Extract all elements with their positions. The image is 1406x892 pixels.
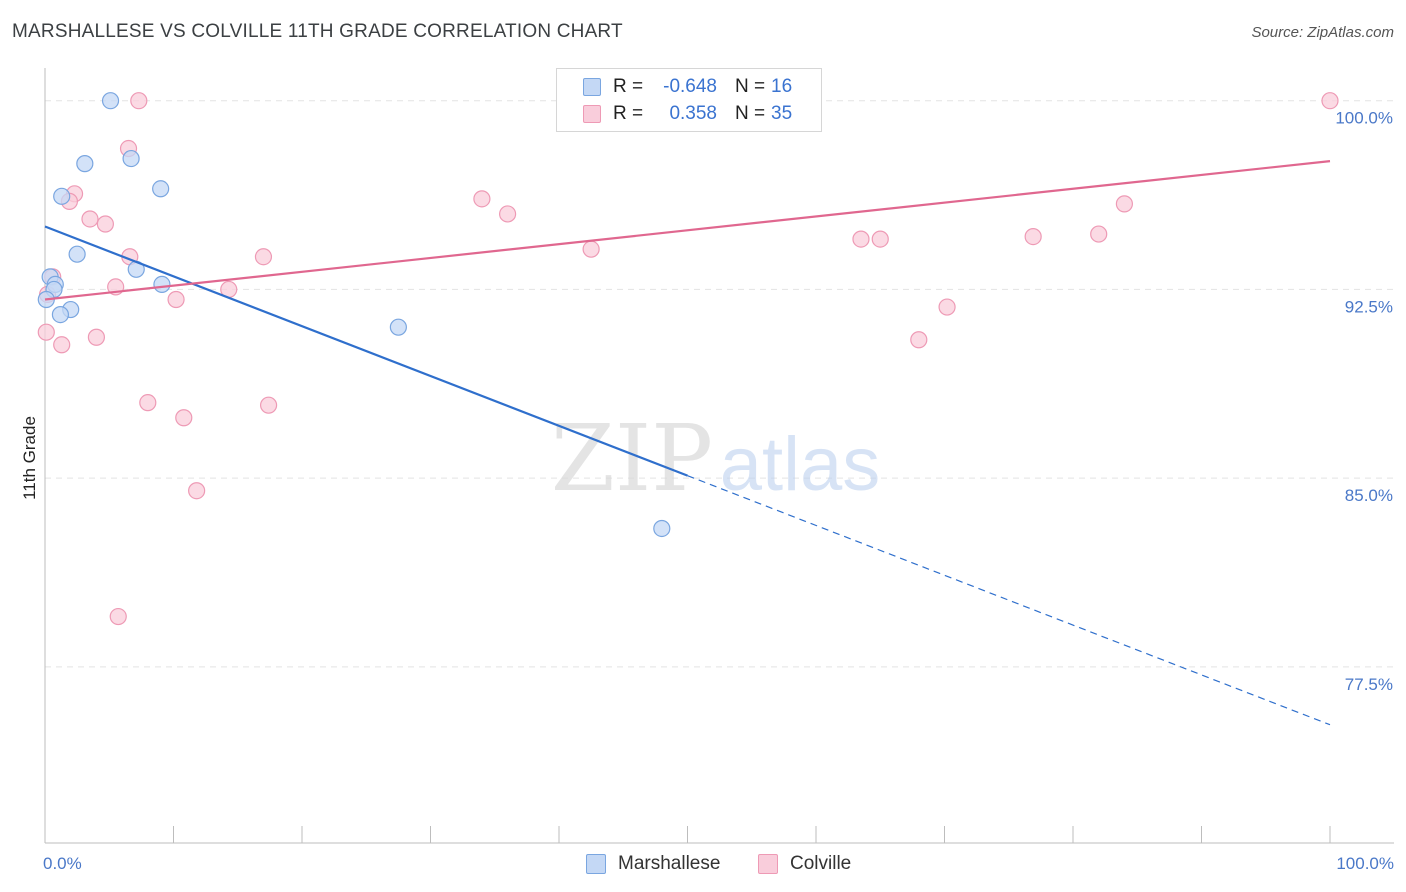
series-legend: Marshallese Colville bbox=[0, 852, 1406, 878]
marshallese-point bbox=[122, 149, 140, 168]
colville-point bbox=[109, 607, 127, 626]
chart-title: MARSHALLESE VS COLVILLE 11TH GRADE CORRE… bbox=[12, 21, 623, 42]
colville-point bbox=[175, 409, 193, 427]
axes: 100.0% 92.5% 85.0% 77.5% 0.0% 100.0% bbox=[43, 68, 1394, 873]
colville-point bbox=[37, 323, 55, 341]
legend-n-value: 16 bbox=[771, 76, 793, 97]
legend-label: Colville bbox=[790, 853, 852, 874]
x-tick-label: 0.0% bbox=[43, 854, 82, 873]
y-axis-label: 11th Grade bbox=[20, 416, 39, 500]
colville-point bbox=[499, 205, 517, 223]
marshallese-point bbox=[51, 305, 70, 324]
y-tick-label: 100.0% bbox=[1335, 109, 1393, 128]
marshallese-swatch bbox=[586, 854, 606, 874]
legend-n-label: N = bbox=[735, 103, 766, 124]
colville-trendline bbox=[44, 160, 1331, 301]
legend-r-label: R = bbox=[613, 103, 644, 124]
colville-point bbox=[167, 290, 185, 309]
source-label: Source: ZipAtlas.com bbox=[1251, 24, 1394, 41]
watermark: ZIP atlas bbox=[551, 405, 880, 512]
marshallese-point bbox=[389, 318, 407, 336]
grid-lines bbox=[45, 100, 1394, 668]
legend-row-marshallese: R = -0.648 N = 16 bbox=[557, 75, 821, 101]
marshallese-point bbox=[76, 155, 94, 173]
colville-point bbox=[130, 92, 148, 110]
legend-label: Marshallese bbox=[618, 853, 721, 874]
legend-r-value: -0.648 bbox=[663, 76, 717, 97]
colville-point bbox=[852, 230, 870, 248]
marshallese-point bbox=[101, 92, 120, 110]
colville-point bbox=[910, 331, 928, 349]
legend-r-label: R = bbox=[613, 76, 644, 97]
legend-n-value: 35 bbox=[771, 103, 793, 124]
watermark-atlas: atlas bbox=[720, 422, 881, 507]
colville-point bbox=[139, 394, 157, 412]
marshallese-trendline-extension bbox=[687, 475, 1331, 726]
marshallese-point bbox=[653, 519, 671, 538]
colville-point bbox=[188, 482, 206, 500]
colville-point bbox=[1321, 92, 1339, 110]
colville-point bbox=[53, 336, 71, 354]
y-tick-label: 77.5% bbox=[1345, 675, 1393, 694]
y-tick-label: 92.5% bbox=[1345, 297, 1393, 316]
legend-r-value: 0.358 bbox=[669, 103, 717, 124]
x-tick-label: 100.0% bbox=[1336, 854, 1394, 873]
colville-point bbox=[81, 210, 99, 228]
colville-point bbox=[473, 190, 491, 208]
colville-point bbox=[938, 298, 956, 316]
colville-point bbox=[1115, 195, 1134, 213]
correlation-legend: R = -0.648 N = 16 R = 0.358 N = 35 bbox=[556, 68, 822, 132]
legend-n-label: N = bbox=[735, 76, 766, 97]
marshallese-point bbox=[152, 180, 170, 198]
marshallese-point bbox=[68, 245, 86, 263]
colville-swatch bbox=[583, 105, 601, 123]
colville-point bbox=[582, 240, 600, 258]
data-points bbox=[37, 92, 1339, 626]
y-tick-label: 85.0% bbox=[1345, 486, 1393, 505]
marshallese-swatch bbox=[583, 78, 601, 96]
colville-point bbox=[871, 230, 889, 248]
legend-row-colville: R = 0.358 N = 35 bbox=[557, 102, 821, 128]
colville-swatch bbox=[758, 854, 778, 874]
marshallese-point bbox=[53, 187, 71, 205]
colville-point bbox=[259, 396, 278, 414]
colville-point bbox=[254, 248, 273, 266]
colville-point bbox=[1024, 227, 1042, 246]
colville-point bbox=[87, 328, 106, 346]
marshallese-trendline bbox=[44, 225, 688, 477]
trend-lines bbox=[44, 160, 1331, 726]
watermark-zip: ZIP bbox=[551, 405, 713, 512]
marshallese-point bbox=[153, 275, 171, 293]
colville-point bbox=[1090, 225, 1108, 243]
colville-point bbox=[96, 215, 114, 233]
